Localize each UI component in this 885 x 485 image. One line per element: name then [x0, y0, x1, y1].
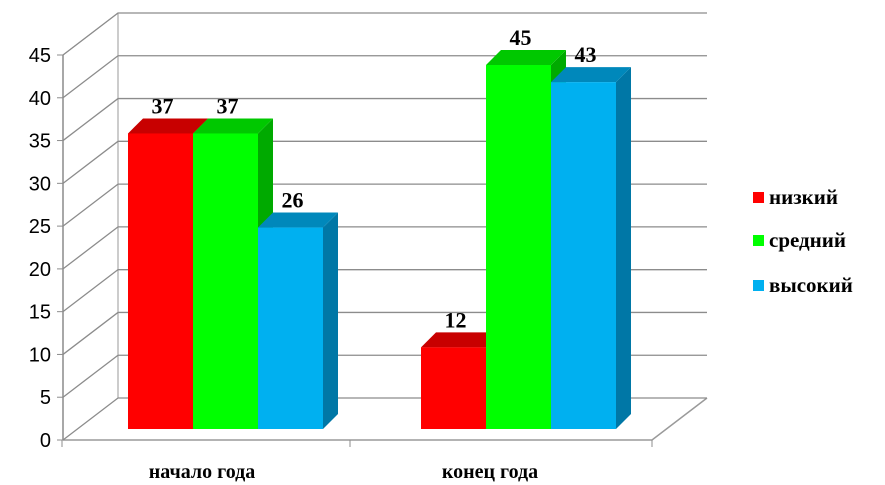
data-label: 37	[217, 93, 239, 118]
y-axis: 0 5 10 15 20 25 30 35 40 45	[29, 45, 64, 452]
y-tick-label: 5	[40, 387, 51, 409]
bar-front	[421, 347, 486, 429]
legend-label: средний	[769, 228, 846, 252]
legend-item: низкий	[753, 185, 838, 209]
bar-top	[421, 332, 501, 348]
x-axis: начало года конец года	[61, 440, 653, 483]
data-labels: 37 37 26 12 45 43	[152, 25, 597, 332]
y-tick-label: 40	[29, 88, 51, 110]
data-label: 26	[282, 188, 304, 213]
bar-front	[128, 133, 193, 429]
y-tick-label: 30	[29, 173, 51, 195]
y-tick-label: 20	[29, 259, 51, 281]
legend-label: низкий	[769, 185, 838, 209]
bar-top	[258, 212, 338, 228]
y-tick-label: 15	[29, 302, 51, 324]
bar-top	[193, 118, 273, 134]
data-label: 45	[510, 25, 532, 50]
legend-label: высокий	[769, 273, 853, 297]
bar-front	[193, 133, 258, 429]
legend-item: высокий	[753, 273, 853, 297]
bar-side	[323, 212, 338, 429]
legend-swatch	[753, 192, 764, 203]
data-label: 37	[152, 93, 174, 118]
y-tick-label: 25	[29, 216, 51, 238]
gridline	[62, 12, 707, 56]
bar-front	[551, 82, 616, 429]
data-label: 43	[575, 42, 597, 67]
y-tick-label: 35	[29, 131, 51, 153]
legend-item: средний	[753, 228, 846, 252]
x-tick-label: начало года	[149, 461, 256, 483]
bar-front	[258, 227, 323, 429]
bars	[128, 50, 631, 429]
bar-top	[486, 50, 566, 65]
bar-front	[486, 65, 551, 429]
legend-swatch	[753, 280, 764, 291]
legend: низкий средний высокий	[753, 185, 853, 297]
x-tick-label: конец года	[442, 461, 538, 483]
bar	[551, 67, 631, 429]
bar	[258, 212, 338, 429]
data-label: 12	[445, 307, 467, 332]
bar-top	[128, 118, 208, 134]
legend-swatch	[753, 235, 764, 246]
y-tick-label: 45	[29, 45, 51, 67]
y-tick-label: 10	[29, 344, 51, 366]
y-tick-label: 0	[40, 430, 51, 452]
bar-top	[551, 67, 631, 83]
bar-side	[616, 67, 631, 429]
